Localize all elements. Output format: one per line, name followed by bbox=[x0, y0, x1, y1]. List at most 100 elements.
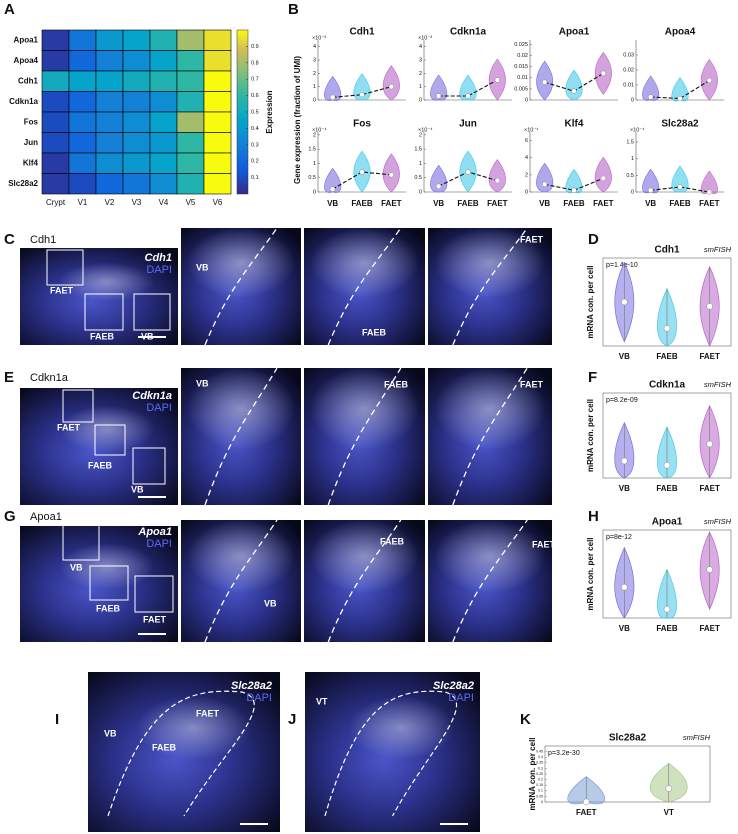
method-label: smFISH bbox=[704, 380, 732, 389]
heatmap-cell bbox=[68, 173, 97, 195]
boundary bbox=[452, 519, 528, 643]
y-tick-label: 0 bbox=[419, 189, 422, 195]
x-tick-label: FAEB bbox=[457, 199, 479, 208]
colorbar-tick-label: 0.2 bbox=[251, 159, 259, 165]
heatmap-cell bbox=[176, 29, 205, 51]
heatmap-cell bbox=[95, 91, 124, 113]
panel-letter: F bbox=[588, 369, 597, 386]
stain-label: DAPI bbox=[146, 402, 172, 414]
panel-letter: K bbox=[520, 711, 531, 728]
median-marker bbox=[621, 583, 628, 591]
panel-letter: I bbox=[55, 711, 59, 728]
median-marker bbox=[600, 70, 606, 76]
y-tick-label: 0.1 bbox=[538, 789, 543, 793]
y-tick-label: 0.015 bbox=[514, 64, 528, 70]
region-label: FAET bbox=[57, 422, 81, 432]
heatmap-cell bbox=[68, 29, 97, 51]
median-marker bbox=[648, 94, 654, 100]
x-tick-label: FAEB bbox=[656, 352, 678, 361]
y-axis-label: mRNA con. per cell bbox=[586, 399, 595, 472]
median-marker bbox=[465, 93, 471, 99]
boundary bbox=[204, 227, 278, 346]
region-box bbox=[133, 293, 171, 331]
overlay-gene: Cdh1 bbox=[145, 252, 173, 264]
y-tick-label: 1.5 bbox=[626, 139, 634, 145]
median-marker bbox=[677, 95, 683, 102]
column-label: V5 bbox=[186, 198, 196, 207]
stain-label: DAPI bbox=[146, 538, 172, 550]
violin bbox=[565, 69, 583, 101]
y-tick-label: 1 bbox=[419, 161, 422, 167]
region-box bbox=[89, 565, 129, 601]
plot-title: Slc28a2 bbox=[609, 733, 647, 744]
p-value: p=3.2e-30 bbox=[548, 750, 580, 757]
axis-scale: ×10⁻⁴ bbox=[418, 126, 433, 133]
x-tick-label: FAEB bbox=[656, 624, 678, 633]
heatmap-cell bbox=[41, 50, 70, 72]
region-label: VB bbox=[104, 728, 117, 738]
heatmap-cell bbox=[68, 91, 97, 113]
heatmap-cell bbox=[122, 29, 151, 51]
column-label: Crypt bbox=[46, 198, 66, 207]
x-tick-label: FAET bbox=[487, 199, 508, 208]
y-tick-label: 0 bbox=[525, 97, 528, 103]
panel-letter: B bbox=[288, 1, 299, 18]
y-axis-label: Gene expression (fraction of UMI) bbox=[293, 56, 302, 184]
y-tick-label: 0.01 bbox=[623, 82, 634, 88]
heatmap-cell bbox=[41, 29, 70, 51]
colorbar-tick-label: 0.3 bbox=[251, 142, 259, 148]
overlay-gene: Slc28a2 bbox=[231, 680, 272, 692]
heatmap-cell bbox=[95, 70, 124, 92]
heatmap-cell bbox=[176, 111, 205, 133]
boundary bbox=[452, 367, 528, 506]
axis-scale: ×10⁻³ bbox=[312, 35, 326, 41]
region-box bbox=[62, 389, 94, 423]
median-marker bbox=[359, 92, 365, 98]
heatmap-cell bbox=[149, 50, 178, 72]
overlay-gene: Slc28a2 bbox=[433, 680, 474, 692]
heatmap-cell bbox=[149, 152, 178, 174]
heatmap-cell bbox=[95, 111, 124, 133]
zoom-label: VB bbox=[196, 262, 209, 272]
heatmap-cell bbox=[176, 50, 205, 72]
heatmap-cell bbox=[68, 132, 97, 154]
median-marker bbox=[583, 798, 590, 806]
violin bbox=[488, 159, 506, 193]
method-label: smFISH bbox=[683, 733, 711, 742]
median-marker bbox=[436, 93, 442, 99]
y-tick-label: 1 bbox=[313, 161, 316, 167]
zoom-label: FAEB bbox=[384, 379, 409, 389]
median-marker bbox=[663, 462, 671, 469]
heatmap-cell bbox=[203, 152, 232, 174]
gene-label: Cdh1 bbox=[30, 234, 56, 246]
x-tick-label: FAET bbox=[699, 624, 720, 633]
heatmap-cell bbox=[95, 173, 124, 195]
gene-label: Apoa1 bbox=[30, 511, 62, 523]
plot-title: Cdh1 bbox=[350, 27, 375, 38]
panel-letter: J bbox=[288, 711, 296, 728]
heatmap-cell bbox=[176, 173, 205, 195]
panel-letter: A bbox=[4, 1, 15, 18]
y-tick-label: 2 bbox=[419, 132, 422, 138]
x-tick-label: FAET bbox=[699, 199, 720, 208]
heatmap-cell bbox=[41, 152, 70, 174]
x-tick-label: FAEB bbox=[656, 484, 678, 493]
zoom-label: VB bbox=[264, 598, 277, 608]
heatmap-cell bbox=[41, 173, 70, 195]
region-box bbox=[132, 447, 166, 485]
y-tick-label: 2 bbox=[525, 172, 528, 178]
violin bbox=[430, 74, 448, 101]
x-tick-label: VB bbox=[619, 484, 630, 493]
y-tick-label: 1.5 bbox=[308, 147, 316, 153]
y-tick-label: 0.02 bbox=[517, 53, 528, 59]
y-tick-label: 0.5 bbox=[414, 175, 422, 181]
y-tick-label: 0 bbox=[525, 189, 528, 195]
y-tick-label: 0.01 bbox=[517, 75, 528, 81]
colorbar-tick-label: 0.6 bbox=[251, 93, 259, 99]
row-label: Jun bbox=[24, 138, 38, 147]
signal-glow bbox=[59, 405, 155, 453]
zoom-label: FAEB bbox=[362, 327, 387, 337]
y-tick-label: 6 bbox=[525, 138, 528, 144]
median-trend bbox=[650, 186, 710, 193]
plot-title: Cdh1 bbox=[655, 245, 680, 256]
